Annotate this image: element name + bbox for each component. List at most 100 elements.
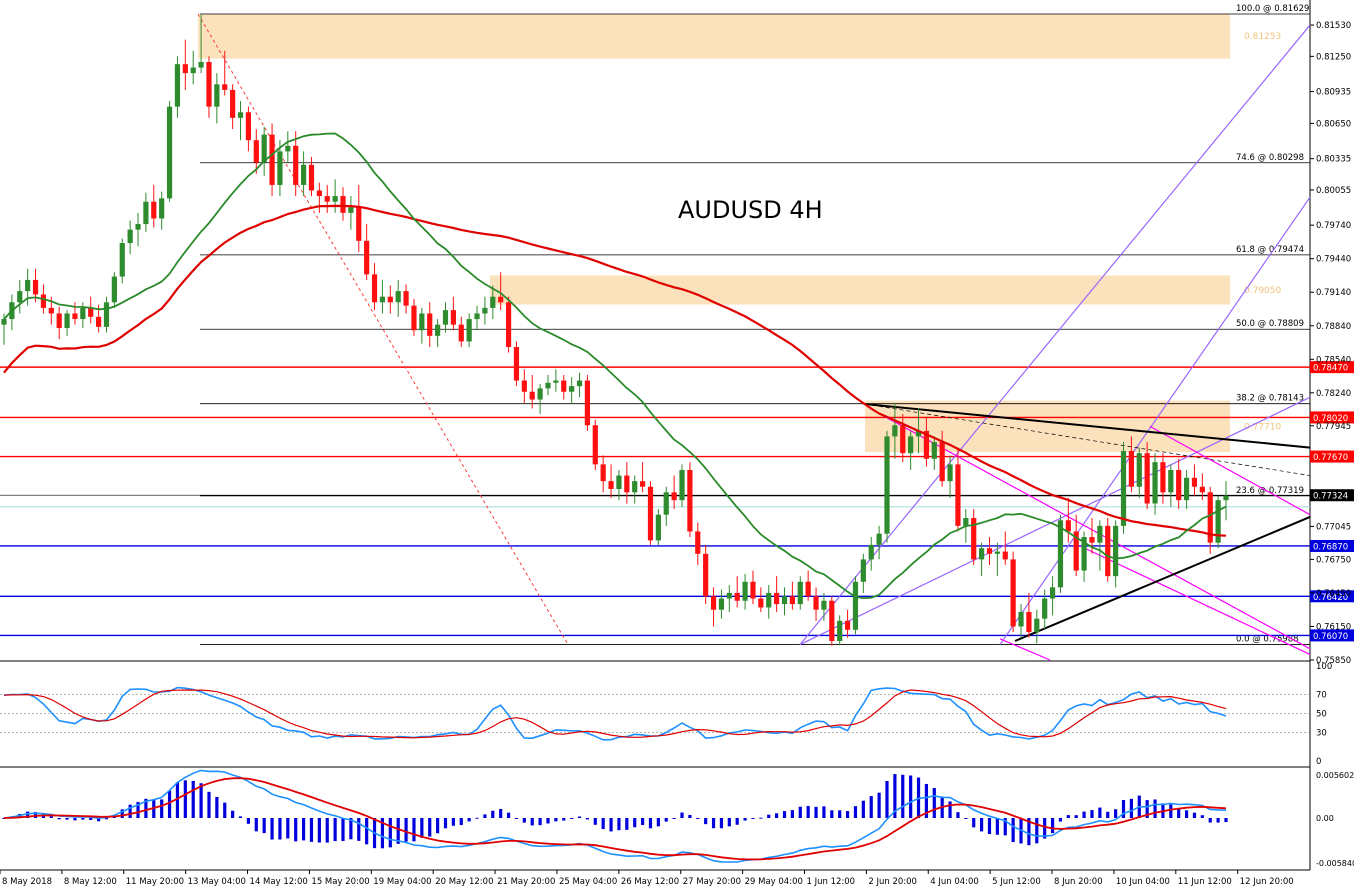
candle-body: [245, 112, 251, 141]
candle-body: [663, 492, 669, 515]
price-tick-label: 0.76450: [1316, 589, 1351, 599]
macd-histogram-bar: [57, 818, 61, 820]
macd-histogram-bar: [349, 818, 353, 840]
candle-body: [923, 430, 930, 459]
macd-histogram-bar: [1216, 818, 1220, 823]
macd-histogram-bar: [735, 818, 739, 825]
candle-body: [379, 296, 386, 303]
macd-histogram-bar: [570, 818, 574, 819]
candle-body: [151, 201, 157, 219]
macd-histogram-bar: [270, 818, 274, 840]
candle-body: [750, 581, 756, 599]
candle-body: [419, 313, 425, 331]
oscillator-scale-label: 30: [1316, 729, 1327, 739]
macd-histogram-bar: [49, 816, 53, 818]
candle-body: [639, 481, 646, 487]
candle-body: [553, 380, 559, 383]
candle-body: [206, 61, 212, 107]
candle-body: [852, 581, 859, 630]
candle-body: [143, 201, 149, 225]
candle-body: [111, 276, 117, 303]
oscillator-slow-line: [3, 689, 1227, 739]
candle-body: [584, 380, 591, 426]
macd-histogram-bar: [1177, 809, 1181, 818]
macd-histogram-bar: [120, 809, 124, 818]
macd-signal-line: [3, 777, 1227, 861]
candle-body: [632, 481, 638, 493]
macd-histogram-bar: [506, 812, 511, 818]
fib-level-label: 50.0 @ 0.78809: [1236, 319, 1304, 329]
candle-body: [703, 553, 709, 597]
fib-level-label: 61.8 @ 0.79474: [1236, 245, 1304, 255]
candle-body: [32, 279, 39, 295]
candle-body: [474, 313, 480, 320]
macd-histogram-bar: [798, 806, 802, 818]
candle-body: [340, 196, 346, 213]
price-tick-label: 0.76150: [1316, 622, 1351, 632]
resistance-price-label: 0.78470: [1313, 364, 1348, 374]
candle-body: [324, 196, 330, 202]
candle-body: [1081, 537, 1087, 571]
macd-histogram-bar: [901, 774, 905, 818]
candle-body: [592, 425, 598, 465]
price-tick-label: 0.78840: [1316, 322, 1351, 332]
macd-histogram-bar: [459, 818, 463, 826]
macd-histogram-bar: [1098, 807, 1102, 818]
candle-body: [695, 531, 701, 554]
candle-body: [277, 151, 283, 185]
macd-histogram-bar: [341, 818, 345, 841]
macd-histogram-bar: [144, 798, 148, 818]
oscillator-scale-label: 70: [1316, 691, 1327, 701]
candle-body: [876, 533, 882, 545]
candle-body: [868, 544, 874, 560]
macd-histogram-bar: [231, 810, 235, 818]
candle-body: [1152, 462, 1158, 504]
macd-histogram-bar: [443, 818, 448, 829]
macd-histogram-bar: [175, 782, 180, 818]
macd-histogram-bar: [1129, 798, 1133, 818]
candle-body: [253, 140, 259, 163]
price-tick-label: 0.78240: [1316, 389, 1351, 399]
macd-histogram-bar: [1043, 818, 1047, 839]
candle-body: [1168, 469, 1174, 493]
price-tick-label: 0.76750: [1316, 555, 1351, 565]
candle-body: [269, 134, 275, 185]
candle-body: [971, 518, 977, 560]
oscillator-scale-label: 0: [1316, 757, 1321, 767]
oscillator-scale-label: 50: [1316, 710, 1327, 720]
macd-histogram-bar: [191, 780, 195, 818]
macd-histogram-bar: [688, 814, 692, 818]
macd-histogram-bar: [948, 801, 952, 818]
candle-body: [647, 486, 654, 541]
candle-body: [505, 302, 512, 348]
macd-histogram-bar: [1153, 799, 1157, 818]
candle-body: [316, 190, 322, 197]
macd-histogram-bar: [380, 818, 385, 849]
candle-body: [25, 279, 31, 292]
support-price-box: [1310, 629, 1354, 642]
time-tick-label: 5 Jun 12:00: [992, 877, 1041, 887]
candle-body: [293, 145, 299, 185]
macd-histogram-bar: [81, 818, 85, 820]
candle-body: [671, 492, 677, 501]
candle-body: [805, 581, 811, 597]
macd-histogram-bar: [309, 818, 314, 842]
macd-histogram-bar: [1114, 809, 1118, 818]
time-tick-label: 20 May 12:00: [435, 877, 493, 887]
candle-body: [1199, 486, 1205, 493]
candle-body: [230, 89, 236, 118]
macd-histogram-bar: [909, 775, 913, 818]
macd-histogram-bar: [782, 811, 787, 818]
time-tick-label: 13 May 04:00: [188, 877, 246, 887]
candle-body: [884, 436, 890, 534]
macd-line: [3, 769, 1227, 863]
candle-body: [1065, 520, 1071, 532]
supply-zone-label: 0.81253: [1244, 32, 1281, 42]
descending-line-top: [1149, 425, 1311, 516]
candle-body: [837, 620, 843, 641]
candle-body: [813, 596, 819, 610]
candle-body: [979, 548, 985, 560]
fib-level-label: 74.6 @ 0.80298: [1236, 153, 1304, 163]
candle-body: [908, 436, 914, 454]
time-tick-label: 8 May 2018: [2, 877, 52, 887]
